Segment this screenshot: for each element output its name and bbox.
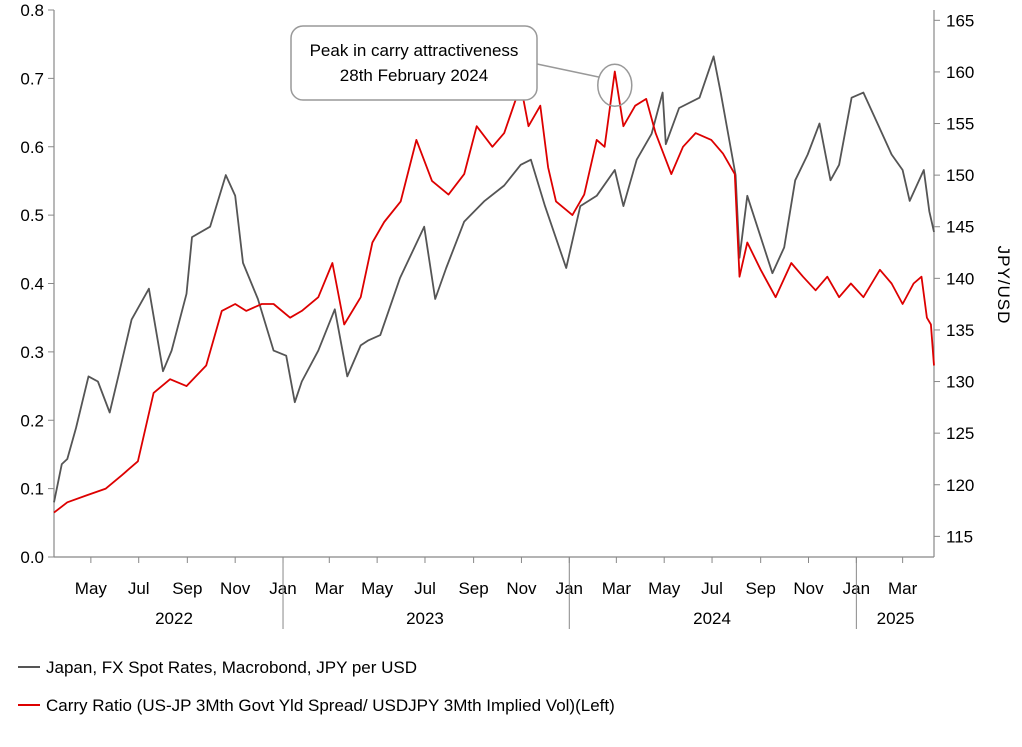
- x-tick-label: Mar: [888, 579, 918, 598]
- year-label: 2022: [155, 609, 193, 628]
- legend-label: Carry Ratio (US-JP 3Mth Govt Yld Spread/…: [46, 696, 615, 715]
- left-axis: 0.0 0.1 0.2 0.3 0.4 0.5 0.6 0.7 0.8: [20, 1, 54, 567]
- x-tick-label: Nov: [220, 579, 251, 598]
- left-tick-label: 0.7: [20, 69, 44, 88]
- right-tick-label: 135: [946, 321, 974, 340]
- right-tick-label: 140: [946, 269, 974, 288]
- legend: Japan, FX Spot Rates, Macrobond, JPY per…: [18, 658, 615, 715]
- legend-label: Japan, FX Spot Rates, Macrobond, JPY per…: [46, 658, 417, 677]
- right-tick-label: 145: [946, 218, 974, 237]
- right-tick-label: 115: [946, 527, 973, 546]
- right-tick-label: 125: [946, 424, 974, 443]
- right-axis-title: JPY/USD: [994, 246, 1013, 325]
- right-tick-label: 155: [946, 115, 974, 134]
- left-tick-label: 0.3: [20, 343, 44, 362]
- left-tick-label: 0.0: [20, 548, 44, 567]
- annotation-pointer: [536, 63, 600, 78]
- left-tick-label: 0.1: [20, 480, 44, 499]
- right-tick-label: 130: [946, 373, 974, 392]
- right-tick-label: 150: [946, 166, 974, 185]
- series-layer: [53, 55, 935, 514]
- x-tick-label: Sep: [746, 579, 776, 598]
- annotation-callout: Peak in carry attractiveness 28th Februar…: [290, 25, 633, 107]
- right-tick-label: 160: [946, 63, 974, 82]
- year-label: 2025: [877, 609, 915, 628]
- x-tick-label: May: [648, 579, 681, 598]
- x-tick-label: Jul: [414, 579, 436, 598]
- annotation-box: [290, 25, 538, 101]
- x-tick-label: Sep: [458, 579, 488, 598]
- series-line-jpy-usd: [53, 55, 935, 503]
- x-tick-label: May: [75, 579, 108, 598]
- year-label: 2023: [406, 609, 444, 628]
- x-tick-label: Sep: [172, 579, 202, 598]
- x-tick-label: Mar: [602, 579, 632, 598]
- year-label: 2024: [693, 609, 731, 628]
- right-tick-label: 165: [946, 11, 974, 30]
- right-tick-label: 120: [946, 476, 974, 495]
- left-tick-label: 0.6: [20, 138, 44, 157]
- annotation-line-2: 28th February 2024: [340, 66, 488, 85]
- left-tick-label: 0.2: [20, 411, 44, 430]
- x-tick-label: Jul: [128, 579, 150, 598]
- x-tick-label: Jul: [701, 579, 723, 598]
- x-axis: May Jul Sep Nov Jan Mar May Jul Sep Nov Jan Mar May J…: [75, 557, 918, 629]
- series-line-carry-ratio: [53, 70, 935, 514]
- x-tick-label: Nov: [506, 579, 537, 598]
- x-tick-label: May: [361, 579, 394, 598]
- right-axis: 115 120 125 130 135 140 145 150 155 160 165 JPY/USD: [934, 11, 1013, 546]
- left-tick-label: 0.5: [20, 206, 44, 225]
- annotation-circle: [597, 63, 633, 107]
- left-tick-label: 0.4: [20, 275, 44, 294]
- x-tick-label: Mar: [315, 579, 345, 598]
- x-tick-label: Nov: [793, 579, 824, 598]
- left-tick-label: 0.8: [20, 1, 44, 20]
- annotation-line-1: Peak in carry attractiveness: [310, 41, 519, 60]
